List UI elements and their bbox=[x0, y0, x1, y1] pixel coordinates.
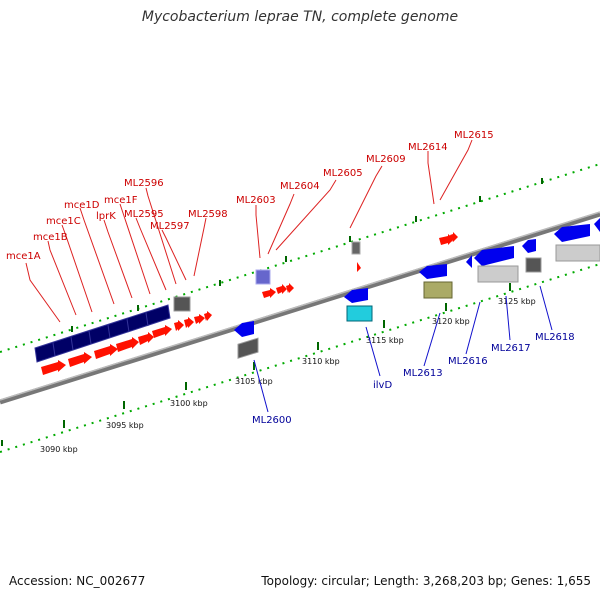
topology-text: Topology: circular; Length: 3,268,203 bp… bbox=[261, 574, 591, 588]
major-ticks bbox=[1, 178, 543, 446]
gene-label-ml2605: ML2605 bbox=[323, 168, 363, 179]
gene-label-lprk: lprK bbox=[96, 211, 116, 222]
gene-label-ml2615: ML2615 bbox=[454, 130, 494, 141]
forward-label-leaders bbox=[25, 139, 473, 323]
scale-label-3125: 3125 kbp bbox=[498, 297, 536, 306]
olive-feature bbox=[423, 281, 453, 299]
accession-text: Accession: NC_002677 bbox=[9, 574, 146, 588]
gene-label-ml2618: ML2618 bbox=[535, 332, 575, 343]
scale-label-3090: 3090 kbp bbox=[40, 445, 78, 454]
scale-label-3110: 3110 kbp bbox=[302, 357, 340, 366]
genome-backbone bbox=[0, 211, 600, 405]
gene-label-ml2603: ML2603 bbox=[236, 195, 276, 206]
gene-label-mce1f: mce1F bbox=[104, 195, 138, 206]
gene-label-ml2613: ML2613 bbox=[403, 368, 443, 379]
grey-features bbox=[173, 241, 542, 359]
gene-label-ml2600: ML2600 bbox=[252, 415, 292, 426]
gene-label-mce1c: mce1C bbox=[46, 216, 81, 227]
gene-label-ml2614: ML2614 bbox=[408, 142, 448, 153]
gene-label-ml2604: ML2604 bbox=[280, 181, 320, 192]
silver-feature-a bbox=[477, 265, 519, 283]
gene-label-ml2616: ML2616 bbox=[448, 356, 488, 367]
scale-label-3120: 3120 kbp bbox=[432, 317, 470, 326]
gene-label-ml2597: ML2597 bbox=[150, 221, 190, 232]
gene-label-ml2595: ML2595 bbox=[124, 209, 164, 220]
gene-label-ml2609: ML2609 bbox=[366, 154, 406, 165]
gene-label-mce1b: mce1B bbox=[33, 232, 68, 243]
genome-title: Mycobacterium leprae TN, complete genome bbox=[141, 9, 459, 25]
reverse-label-leaders bbox=[253, 285, 553, 413]
scale-label-3115: 3115 kbp bbox=[366, 336, 404, 345]
small-purple-feature bbox=[255, 269, 271, 285]
gene-label-ml2617: ML2617 bbox=[491, 343, 531, 354]
scale-label-3095: 3095 kbp bbox=[106, 421, 144, 430]
gene-label-ml2596: ML2596 bbox=[124, 178, 164, 189]
gene-label-mce1d: mce1D bbox=[64, 200, 100, 211]
genome-backbone-highlight bbox=[0, 211, 600, 401]
upper-dotted-guide bbox=[0, 163, 600, 353]
gene-label-ilvd: ilvD bbox=[373, 380, 392, 391]
scale-label-3100: 3100 kbp bbox=[170, 399, 208, 408]
mce-operon-block bbox=[34, 304, 171, 363]
scale-label-3105: 3105 kbp bbox=[235, 377, 273, 386]
lower-dotted-guide bbox=[0, 263, 600, 453]
silver-feature-b bbox=[555, 244, 600, 262]
gene-label-ml2598: ML2598 bbox=[188, 209, 228, 220]
cyan-feature-ilvd bbox=[346, 305, 373, 322]
forward-genes-lower bbox=[41, 232, 458, 375]
gene-label-mce1a: mce1A bbox=[6, 251, 41, 262]
reverse-genes bbox=[234, 218, 600, 337]
